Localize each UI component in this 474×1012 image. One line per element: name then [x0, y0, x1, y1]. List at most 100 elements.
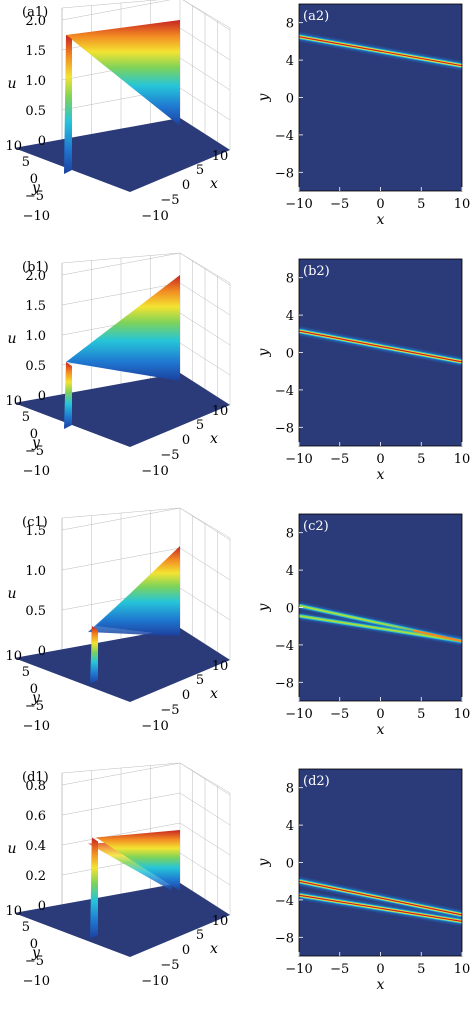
x-tick-label: 10	[212, 149, 229, 164]
y-tick-label: 4	[286, 564, 294, 579]
x-axis-label: x	[210, 941, 218, 957]
soliton-surface	[66, 275, 180, 381]
z-tick-label: 0	[38, 134, 46, 149]
y-tick-label: 5	[22, 155, 30, 170]
x-axis-label: x	[377, 212, 385, 228]
heatmap-panel: 8 4 0 −4 −8 −10 −5 0 5 10 x y (a2)	[256, 3, 470, 228]
heatmap-background	[299, 769, 462, 956]
soliton-lines	[299, 877, 462, 925]
z-axis-label: u	[7, 76, 16, 92]
y-tick-label: 4	[286, 819, 294, 834]
y-tick-label: 0	[286, 347, 294, 362]
soliton-merged-core	[412, 629, 462, 643]
y-tick-label: −10	[23, 719, 50, 734]
y-tick-label: −4	[275, 894, 294, 909]
heatmap-panel: 8 4 0 −4 −8 −10 −5 0 5 10 x y (c2)	[256, 513, 470, 738]
panel-label: (a2)	[303, 9, 329, 24]
x-tick-label: 5	[196, 418, 204, 433]
x-tick-label: 0	[182, 943, 190, 958]
heatmap-panel: 8 4 0 −4 −8 −10 −5 0 5 10 x y (d2)	[256, 768, 470, 993]
z-tick-label: 0.2	[25, 869, 46, 884]
x-axis-label: x	[210, 176, 218, 192]
soliton-line-core	[299, 330, 462, 363]
soliton-lines	[299, 327, 462, 366]
y-tick-label: −5	[25, 444, 44, 459]
z-tick-label: 1.0	[25, 329, 46, 344]
y-axis-label: y	[31, 180, 41, 196]
y-tick-label: −10	[23, 209, 50, 224]
soliton-surface	[66, 20, 180, 126]
heatmap-background	[299, 514, 462, 701]
z-tick-label: 1.5	[25, 44, 46, 59]
x-tick-label: 10	[212, 659, 229, 674]
y-tick-label: 10	[5, 394, 22, 409]
soliton-line-core	[299, 615, 462, 642]
heatmap-ticks: 8 4 0 −4 −8 −10 −5 0 5 10	[275, 272, 470, 467]
x-tick-label: −5	[330, 197, 349, 212]
x-tick-label: 0	[182, 688, 190, 703]
z-tick-label: 1.0	[25, 74, 46, 89]
y-axis-label: y	[256, 347, 272, 357]
x-tick-label: −5	[160, 193, 179, 208]
soliton-lines	[299, 602, 462, 644]
heatmap-background	[299, 259, 462, 446]
x-tick-label: 10	[212, 404, 229, 419]
y-tick-label: 10	[5, 649, 22, 664]
floor-plane	[14, 118, 230, 192]
x-tick-label: −10	[141, 209, 168, 224]
y-axis-label: y	[31, 690, 41, 706]
x-tick-label: 5	[417, 962, 425, 977]
x-tick-label: −5	[330, 707, 349, 722]
z-tick-label: 1.5	[25, 524, 46, 539]
x-axis-label: x	[377, 722, 385, 738]
soliton-front-face	[64, 362, 72, 429]
x-tick-label: 10	[454, 962, 471, 977]
panel-label: (c2)	[303, 519, 329, 534]
y-tick-label: −5	[25, 189, 44, 204]
z-tick-label: 0	[38, 389, 46, 404]
box-gridlines	[61, 507, 231, 661]
soliton-surface	[96, 546, 180, 636]
x-tick-label: 10	[454, 452, 471, 467]
floor-plane	[14, 628, 230, 702]
y-tick-label: −5	[25, 954, 44, 969]
y-tick-label: 5	[22, 410, 30, 425]
heatmap-ticks: 8 4 0 −4 −8 −10 −5 0 5 10	[275, 527, 470, 722]
panel-label: (b2)	[303, 264, 330, 279]
y-tick-label: 5	[22, 920, 30, 935]
y-tick-label: −8	[275, 421, 294, 436]
x-axis-label: x	[377, 977, 385, 993]
x-tick-label: −10	[285, 452, 312, 467]
heatmap-panel: 8 4 0 −4 −8 −10 −5 0 5 10 x y (b2)	[256, 258, 470, 483]
heatmap-ticks: 8 4 0 −4 −8 −10 −5 0 5 10	[275, 782, 470, 977]
y-tick-label: 10	[5, 139, 22, 154]
y-tick-label: 0	[30, 682, 38, 697]
y-tick-label: −10	[23, 464, 50, 479]
y-tick-label: 8	[286, 272, 294, 287]
floor-plane	[14, 883, 230, 957]
x-tick-label: −5	[330, 962, 349, 977]
soliton-front-face	[90, 837, 98, 939]
soliton-line-core	[299, 880, 462, 916]
x-tick-label: 0	[376, 707, 384, 722]
heatmap-background	[299, 4, 462, 191]
z-axis-label: u	[7, 586, 16, 602]
x-tick-label: 0	[376, 197, 384, 212]
y-tick-label: 8	[286, 782, 294, 797]
x-axis-label: x	[210, 431, 218, 447]
z-tick-label: 2.0	[25, 269, 46, 284]
z-tick-label: 0.5	[25, 359, 46, 374]
y-tick-label: −10	[23, 974, 50, 989]
x-tick-label: 0	[376, 962, 384, 977]
x-axis-label: x	[377, 467, 385, 483]
x-tick-label: 5	[196, 928, 204, 943]
y-axis-label: y	[256, 857, 272, 867]
y-tick-label: 4	[286, 309, 294, 324]
